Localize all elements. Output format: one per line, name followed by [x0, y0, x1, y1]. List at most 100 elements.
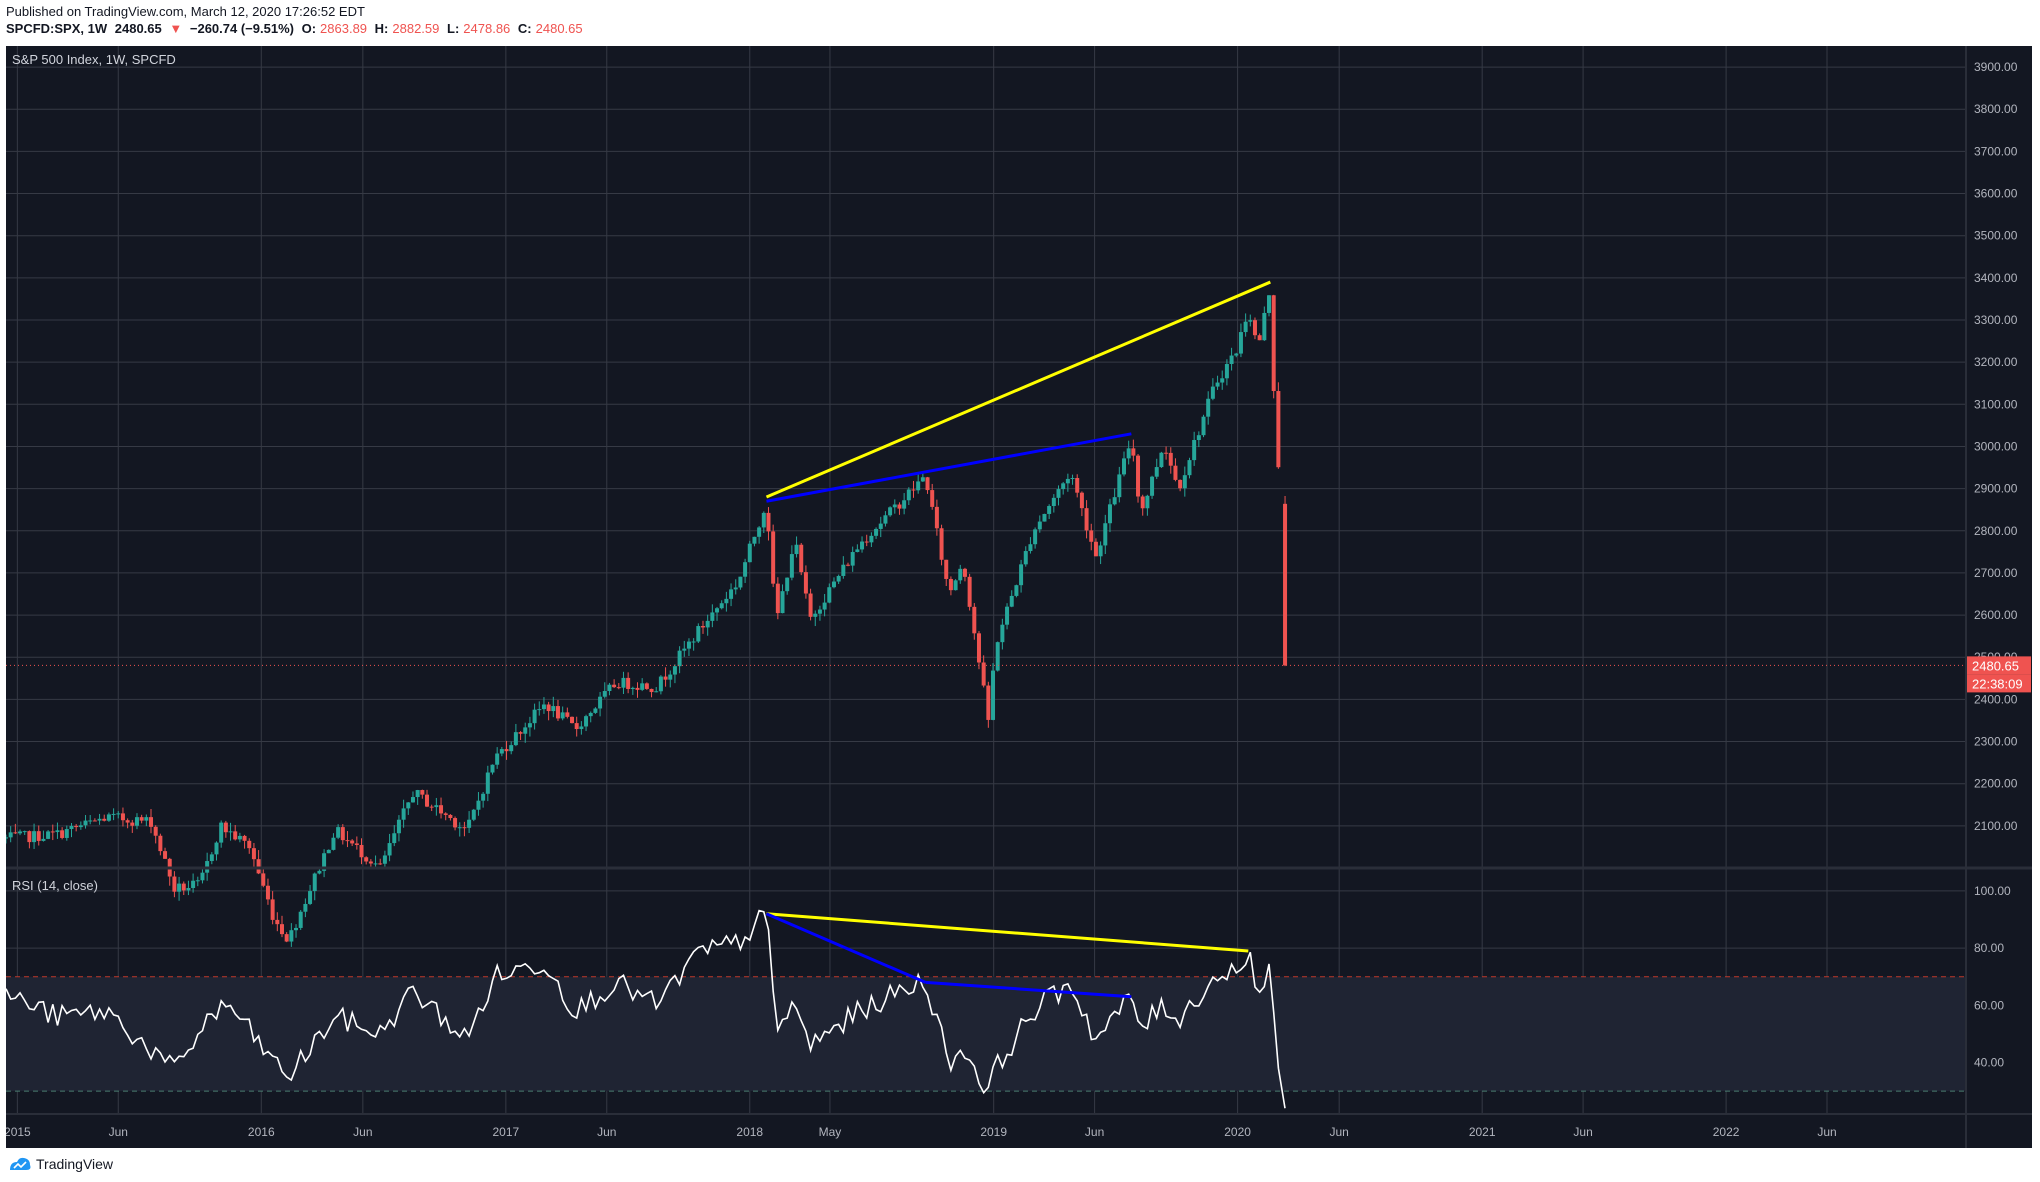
- candle[interactable]: [439, 805, 444, 814]
- candle[interactable]: [200, 872, 205, 881]
- chart-svg[interactable]: 2100.002200.002300.002400.002500.002600.…: [4, 46, 2032, 1148]
- candle[interactable]: [1267, 295, 1272, 313]
- candle[interactable]: [579, 726, 584, 730]
- candle[interactable]: [757, 527, 762, 537]
- candles[interactable]: [4, 294, 1288, 947]
- candle[interactable]: [616, 687, 621, 689]
- candle-current[interactable]: [1283, 503, 1288, 666]
- candle[interactable]: [715, 608, 720, 613]
- candle[interactable]: [621, 677, 626, 688]
- candle[interactable]: [1140, 496, 1145, 509]
- candle[interactable]: [499, 749, 504, 754]
- candle[interactable]: [944, 559, 949, 579]
- candle[interactable]: [1112, 497, 1117, 505]
- candle[interactable]: [668, 674, 673, 680]
- candle[interactable]: [83, 820, 88, 826]
- candle[interactable]: [780, 591, 785, 614]
- candle[interactable]: [906, 489, 911, 501]
- candle[interactable]: [541, 704, 546, 710]
- candle[interactable]: [64, 829, 69, 838]
- candle[interactable]: [565, 712, 570, 717]
- candle[interactable]: [1201, 416, 1206, 436]
- candle[interactable]: [864, 541, 869, 543]
- candle[interactable]: [855, 549, 860, 553]
- candle[interactable]: [1210, 386, 1215, 399]
- candle[interactable]: [785, 577, 790, 592]
- candle[interactable]: [677, 650, 682, 667]
- candle[interactable]: [808, 593, 813, 617]
- candle[interactable]: [317, 870, 322, 874]
- price-trendline-yellow[interactable]: [765, 280, 1271, 499]
- candle[interactable]: [761, 512, 766, 528]
- candle[interactable]: [69, 825, 74, 830]
- candle[interactable]: [1047, 506, 1052, 514]
- candle[interactable]: [32, 831, 37, 843]
- candle[interactable]: [1164, 452, 1169, 454]
- candle[interactable]: [186, 887, 191, 891]
- candle[interactable]: [120, 813, 125, 821]
- candle[interactable]: [41, 838, 46, 841]
- candle[interactable]: [1136, 455, 1141, 497]
- tradingview-footer[interactable]: TradingView: [8, 1156, 113, 1172]
- candle[interactable]: [116, 813, 121, 815]
- candle[interactable]: [602, 691, 607, 697]
- candle[interactable]: [191, 880, 196, 888]
- candle[interactable]: [598, 696, 603, 709]
- candle[interactable]: [649, 688, 654, 693]
- candle[interactable]: [214, 842, 219, 855]
- candle[interactable]: [247, 840, 252, 849]
- candle[interactable]: [981, 662, 986, 686]
- candle[interactable]: [1005, 606, 1010, 625]
- candle[interactable]: [158, 835, 163, 852]
- candle[interactable]: [1061, 483, 1066, 490]
- candle[interactable]: [1271, 295, 1276, 392]
- candle[interactable]: [149, 817, 154, 827]
- candle[interactable]: [991, 670, 996, 720]
- candle[interactable]: [1187, 460, 1192, 476]
- candle[interactable]: [626, 677, 631, 689]
- candle[interactable]: [322, 853, 327, 871]
- candle[interactable]: [467, 819, 472, 828]
- candle[interactable]: [443, 813, 448, 815]
- candle[interactable]: [144, 817, 149, 821]
- candle[interactable]: [1098, 545, 1103, 557]
- candle[interactable]: [509, 745, 514, 752]
- candle[interactable]: [892, 504, 897, 508]
- candle[interactable]: [916, 481, 921, 491]
- candle[interactable]: [682, 648, 687, 651]
- candle[interactable]: [223, 822, 228, 833]
- rsi-trendline-blue[interactable]: [765, 912, 927, 984]
- candle[interactable]: [560, 712, 565, 719]
- candle[interactable]: [415, 790, 420, 798]
- candle[interactable]: [584, 716, 589, 727]
- candle[interactable]: [1192, 440, 1197, 461]
- candle[interactable]: [22, 831, 27, 833]
- candle[interactable]: [705, 620, 710, 628]
- candle[interactable]: [752, 536, 757, 544]
- candle[interactable]: [78, 825, 83, 828]
- candle[interactable]: [948, 578, 953, 591]
- candle[interactable]: [1224, 364, 1229, 379]
- candle[interactable]: [1093, 541, 1098, 557]
- candle[interactable]: [326, 849, 331, 854]
- candle[interactable]: [392, 833, 397, 844]
- candle[interactable]: [532, 709, 537, 724]
- candle[interactable]: [635, 687, 640, 690]
- candle[interactable]: [163, 851, 168, 859]
- candle[interactable]: [1173, 465, 1178, 480]
- candle[interactable]: [457, 827, 462, 829]
- candle[interactable]: [8, 832, 13, 838]
- candle[interactable]: [934, 506, 939, 529]
- candle[interactable]: [1131, 448, 1136, 456]
- rsi-series[interactable]: [5, 909, 1966, 1109]
- candle[interactable]: [803, 572, 808, 594]
- candle[interactable]: [1220, 378, 1225, 383]
- candle[interactable]: [420, 790, 425, 795]
- candle[interactable]: [958, 568, 963, 581]
- candle[interactable]: [869, 535, 874, 543]
- candle[interactable]: [364, 857, 369, 862]
- candle[interactable]: [813, 613, 818, 617]
- candle[interactable]: [172, 876, 177, 892]
- candle[interactable]: [181, 883, 186, 891]
- candle[interactable]: [139, 817, 144, 821]
